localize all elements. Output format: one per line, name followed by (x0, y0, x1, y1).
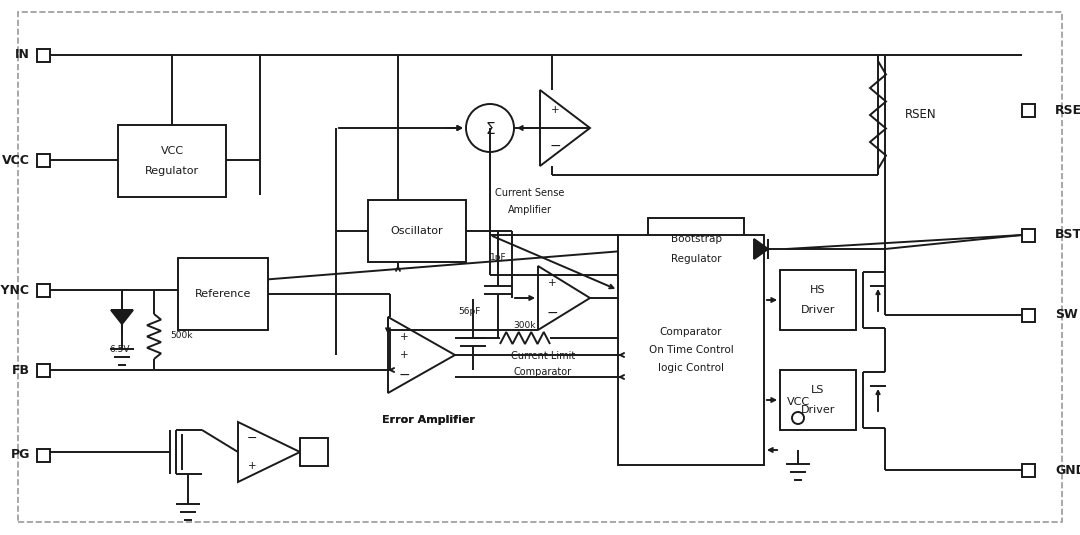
FancyBboxPatch shape (1022, 104, 1035, 117)
Text: −: − (550, 139, 561, 153)
FancyBboxPatch shape (118, 125, 226, 197)
Text: EN/SYNC: EN/SYNC (0, 284, 30, 296)
Text: VCC: VCC (786, 397, 810, 407)
Text: +: + (548, 278, 556, 288)
Text: 1pF: 1pF (489, 254, 507, 263)
FancyBboxPatch shape (1022, 309, 1035, 322)
Text: SW: SW (1055, 309, 1078, 322)
FancyBboxPatch shape (37, 364, 50, 377)
FancyBboxPatch shape (648, 218, 744, 280)
Text: Σ: Σ (485, 123, 495, 137)
Text: +: + (247, 461, 256, 471)
Text: +: + (400, 332, 408, 342)
Text: −: − (546, 306, 557, 320)
Text: HS: HS (810, 285, 826, 295)
FancyBboxPatch shape (37, 284, 50, 297)
Text: 300k: 300k (514, 320, 537, 330)
FancyBboxPatch shape (37, 49, 50, 62)
Text: 56pF: 56pF (458, 308, 481, 317)
Text: GND: GND (1055, 463, 1080, 477)
Text: 500k: 500k (170, 332, 192, 340)
FancyBboxPatch shape (780, 270, 856, 330)
Text: PG: PG (11, 448, 30, 462)
Text: Regulator: Regulator (671, 254, 721, 264)
Text: −: − (246, 432, 257, 445)
FancyBboxPatch shape (178, 258, 268, 330)
Text: IN: IN (15, 49, 30, 62)
Text: Comparator: Comparator (514, 367, 572, 377)
Text: FB: FB (12, 363, 30, 377)
FancyBboxPatch shape (618, 235, 764, 465)
FancyBboxPatch shape (368, 200, 465, 262)
Text: Oscillator: Oscillator (391, 226, 443, 236)
FancyBboxPatch shape (1022, 464, 1035, 477)
FancyBboxPatch shape (300, 438, 328, 466)
Polygon shape (111, 310, 133, 324)
Text: RSEN: RSEN (905, 109, 936, 121)
Text: RSEN: RSEN (1055, 103, 1080, 117)
Text: LS: LS (811, 385, 825, 395)
FancyBboxPatch shape (37, 449, 50, 462)
Text: Current Limit: Current Limit (511, 351, 576, 361)
Text: +: + (400, 350, 408, 360)
Text: Regulator: Regulator (145, 166, 199, 176)
Text: logic Control: logic Control (658, 363, 724, 373)
Text: Reference: Reference (194, 289, 252, 299)
FancyBboxPatch shape (780, 370, 856, 430)
Text: Error Amplifier: Error Amplifier (381, 415, 474, 425)
Text: VCC: VCC (161, 146, 184, 156)
Text: On Time Control: On Time Control (649, 345, 733, 355)
Text: Driver: Driver (800, 405, 835, 415)
Text: Error Amplifier: Error Amplifier (381, 415, 474, 425)
Text: VCC: VCC (2, 154, 30, 166)
Text: Bootstrap: Bootstrap (671, 234, 721, 244)
Polygon shape (754, 239, 768, 259)
Text: Comparator: Comparator (660, 327, 723, 337)
Text: Current Sense: Current Sense (496, 188, 565, 198)
FancyBboxPatch shape (1022, 229, 1035, 242)
Text: Amplifier: Amplifier (508, 205, 552, 215)
FancyBboxPatch shape (37, 154, 50, 167)
Text: BST: BST (1055, 228, 1080, 241)
Text: +: + (551, 105, 559, 115)
Text: 6.5V: 6.5V (110, 346, 131, 355)
Text: −: − (399, 368, 409, 382)
Text: Driver: Driver (800, 305, 835, 315)
